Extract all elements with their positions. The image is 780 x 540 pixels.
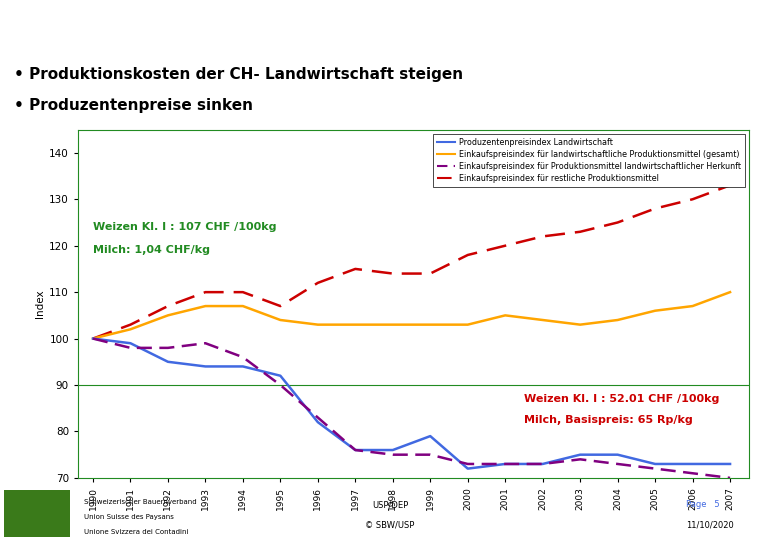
- Text: Schweizerischer Bauernverband: Schweizerischer Bauernverband: [84, 500, 197, 505]
- Text: Page   5: Page 5: [686, 501, 720, 509]
- Text: Weizen Kl. I : 52.01 CHF /100kg: Weizen Kl. I : 52.01 CHF /100kg: [524, 394, 719, 404]
- Text: Milch, Basispreis: 65 Rp/kg: Milch, Basispreis: 65 Rp/kg: [524, 415, 693, 425]
- Text: Weizen Kl. I : 107 CHF /100kg: Weizen Kl. I : 107 CHF /100kg: [93, 222, 276, 232]
- Text: • Produktionskosten der CH- Landwirtschaft steigen: • Produktionskosten der CH- Landwirtscha…: [14, 66, 463, 82]
- Text: Unione Svizzera dei Contadini: Unione Svizzera dei Contadini: [84, 529, 189, 535]
- Y-axis label: Index: Index: [35, 289, 45, 318]
- Text: • Produzentenpreise sinken: • Produzentenpreise sinken: [14, 98, 253, 113]
- Legend: Produzentenpreisindex Landwirtschaft, Einkaufspreisindex für landwirtschaftliche: Produzentenpreisindex Landwirtschaft, Ei…: [433, 133, 745, 187]
- Text: 11/10/2020: 11/10/2020: [686, 521, 734, 529]
- Text: Union Suisse des Paysans: Union Suisse des Paysans: [84, 514, 174, 520]
- Text: Milch: 1,04 CHF/kg: Milch: 1,04 CHF/kg: [93, 245, 210, 255]
- Text: © SBW/USP: © SBW/USP: [365, 521, 415, 529]
- Text: Eine Landwirtschaft unter wirtschaftlichem Druck: Eine Landwirtschaft unter wirtschaftlich…: [9, 17, 673, 42]
- Text: USP/DEP: USP/DEP: [372, 501, 408, 509]
- FancyBboxPatch shape: [4, 490, 70, 537]
